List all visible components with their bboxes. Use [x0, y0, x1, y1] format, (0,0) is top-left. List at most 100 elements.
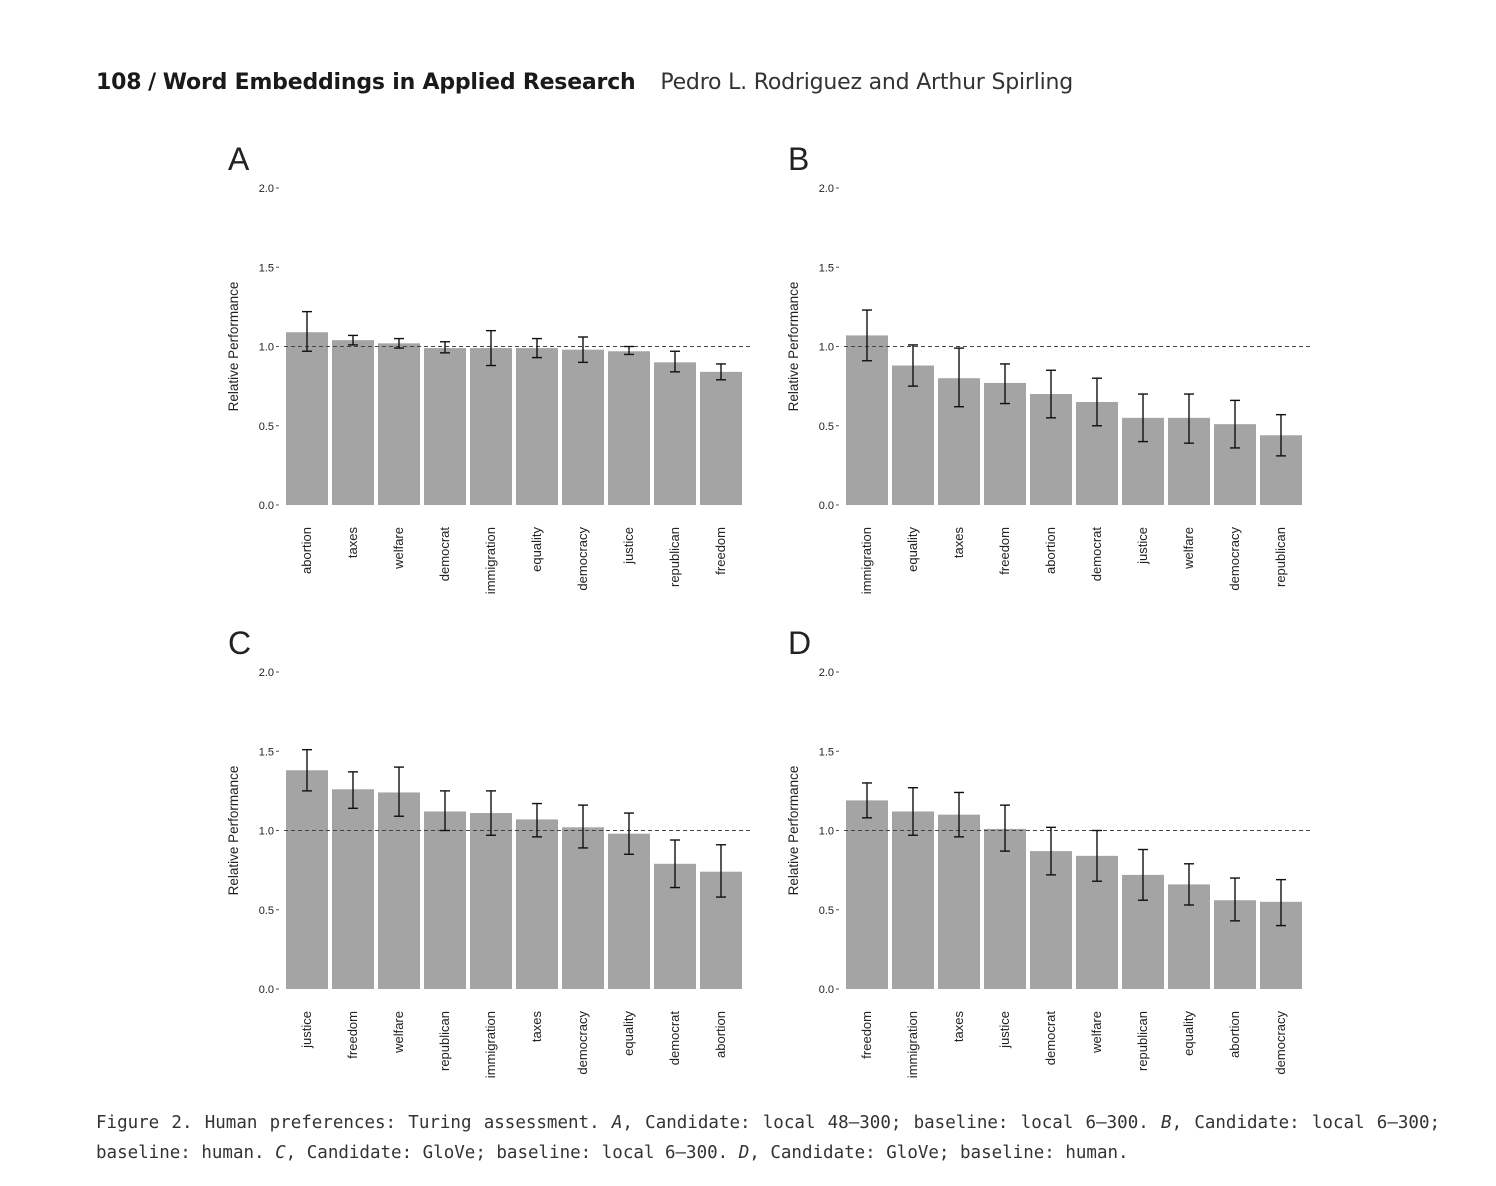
caption-text-b: , Candidate: local 6–300; baseline: huma…: [96, 1113, 1441, 1163]
header-separator: /: [148, 70, 156, 95]
panel-c-bar: [608, 833, 650, 989]
panel-c-ytick-label: 1.5: [259, 746, 274, 758]
caption-text-a: , Candidate: local 48–300; baseline: loc…: [622, 1113, 1149, 1133]
caption-letter-b: B: [1161, 1113, 1172, 1133]
panel-b-xtick-label: republican: [1273, 527, 1288, 587]
panel-b-ytick-label: 1.0: [819, 342, 834, 354]
panel-b-ytick-label: 1.5: [819, 262, 834, 274]
panel-a-ytick-label: 1.5: [259, 262, 274, 274]
panel-d-bar: [846, 800, 888, 989]
panel-a-xtick-label: justice: [621, 527, 636, 565]
panel-b-xtick-label: democrat: [1089, 527, 1104, 582]
panel-a-bar: [332, 340, 374, 505]
panel-a-xtick-label: republican: [667, 527, 682, 587]
panel-b-xtick-label: welfare: [1181, 527, 1196, 570]
panel-a-xtick-label: freedom: [713, 527, 728, 575]
panel-c-ytick-label: 1.0: [259, 826, 274, 838]
panel-c-xtick-label: democracy: [575, 1011, 590, 1075]
panel-c-bar: [562, 827, 604, 989]
caption-text-c: , Candidate: GloVe; baseline: local 6–30…: [285, 1143, 729, 1163]
panel-a-bar: [424, 348, 466, 505]
chart-panel-a: A Relative Performance 0.0 0.5 1.0 1.5 2.0 abor…: [226, 141, 750, 594]
panel-c-xtick-label: taxes: [529, 1011, 544, 1043]
panel-c-xtick-label: freedom: [345, 1011, 360, 1059]
panel-c-letter: C: [228, 625, 251, 661]
panel-d-xtick-label: abortion: [1227, 1011, 1242, 1058]
panel-a-bar: [470, 348, 512, 505]
panel-b-xtick-label: equality: [905, 527, 920, 572]
panel-c-xtick-label: democrat: [667, 1011, 682, 1066]
panel-a-ytick-label: 2.0: [259, 183, 274, 195]
panel-b-xtick-label: democracy: [1227, 527, 1242, 591]
panel-a-letter: A: [228, 141, 250, 177]
panel-a-xtick-label: welfare: [391, 527, 406, 570]
panel-a-xtick-label: democrat: [437, 527, 452, 582]
panel-d-ytick-label: 2.0: [819, 667, 834, 679]
panel-b-ytick-label: 2.0: [819, 183, 834, 195]
panel-c-xtick-label: abortion: [713, 1011, 728, 1058]
chart-panel-c: C Relative Performance 0.0 0.5 1.0 1.5 2.0 just…: [226, 625, 750, 1078]
panel-a-bar: [286, 332, 328, 505]
panel-b-xtick-label: freedom: [997, 527, 1012, 575]
panel-d-xtick-label: taxes: [951, 1011, 966, 1043]
panel-c-bar: [424, 811, 466, 989]
panel-b-ylabel: Relative Performance: [786, 282, 801, 412]
panel-d-bar: [984, 828, 1026, 989]
panel-d-xtick-label: freedom: [859, 1011, 874, 1059]
journal-title: Word Embeddings in Applied Research: [162, 70, 636, 95]
caption-letter-c: C: [275, 1143, 286, 1163]
caption-text-d: , Candidate: GloVe; baseline: human.: [749, 1143, 1129, 1163]
panel-d-ytick-label: 1.0: [819, 826, 834, 838]
panel-a-bar: [562, 349, 604, 505]
panel-b-letter: B: [788, 141, 809, 177]
panel-c-bar: [286, 770, 328, 989]
panel-c-ytick-label: 0.5: [259, 905, 274, 917]
panel-b-ytick-label: 0.0: [819, 500, 834, 512]
panel-d-bar: [938, 814, 980, 989]
panel-c-bar: [378, 792, 420, 989]
panel-a-xtick-label: abortion: [299, 527, 314, 574]
panel-c-ylabel: Relative Performance: [226, 766, 241, 896]
panel-d-ytick-label: 1.5: [819, 746, 834, 758]
panel-d-letter: D: [788, 625, 811, 661]
page-number: 108: [96, 70, 142, 95]
panel-b-xtick-label: immigration: [859, 527, 874, 594]
panel-a-ylabel: Relative Performance: [226, 282, 241, 412]
caption-prefix: Figure 2. Human preferences: Turing asse…: [96, 1113, 600, 1133]
panel-d-xtick-label: equality: [1181, 1011, 1196, 1056]
panel-d-xtick-label: democrat: [1043, 1011, 1058, 1066]
panel-b-xtick-label: taxes: [951, 527, 966, 559]
panel-b-xtick-label: justice: [1135, 527, 1150, 565]
panel-a-ytick-label: 0.0: [259, 500, 274, 512]
panel-d-xtick-label: welfare: [1089, 1011, 1104, 1054]
panel-d-ytick-label: 0.0: [819, 984, 834, 996]
panel-a-ytick-label: 1.0: [259, 342, 274, 354]
panel-c-xtick-label: republican: [437, 1011, 452, 1071]
panel-c-xtick-label: immigration: [483, 1011, 498, 1078]
panel-d-xtick-label: immigration: [905, 1011, 920, 1078]
panel-a-bar: [608, 351, 650, 505]
running-header: 108 / Word Embeddings in Applied Researc…: [96, 70, 1073, 95]
panel-d-ytick-label: 0.5: [819, 905, 834, 917]
figure-caption: Figure 2. Human preferences: Turing asse…: [96, 1108, 1440, 1168]
panel-d-ylabel: Relative Performance: [786, 766, 801, 896]
chart-panel-d: D Relative Performance 0.0 0.5 1.0 1.5 2.0 free…: [786, 625, 1310, 1078]
panel-a-xtick-label: immigration: [483, 527, 498, 594]
panel-c-xtick-label: equality: [621, 1011, 636, 1056]
panel-a-bar: [516, 348, 558, 505]
panel-a-xtick-label: equality: [529, 527, 544, 572]
panel-c-ytick-label: 2.0: [259, 667, 274, 679]
panel-a-xtick-label: taxes: [345, 527, 360, 559]
panel-a-xtick-label: democracy: [575, 527, 590, 591]
caption-letter-d: D: [738, 1143, 750, 1163]
panel-d-xtick-label: justice: [997, 1011, 1012, 1049]
caption-letter-a: A: [611, 1113, 623, 1133]
panel-b-bar: [892, 365, 934, 505]
panel-c-bar: [470, 813, 512, 989]
panel-c-bar: [516, 819, 558, 989]
panel-a-ytick-label: 0.5: [259, 421, 274, 433]
panel-b-bar: [846, 335, 888, 505]
panel-a-bar: [654, 362, 696, 505]
panel-d-xtick-label: republican: [1135, 1011, 1150, 1071]
panel-c-ytick-label: 0.0: [259, 984, 274, 996]
